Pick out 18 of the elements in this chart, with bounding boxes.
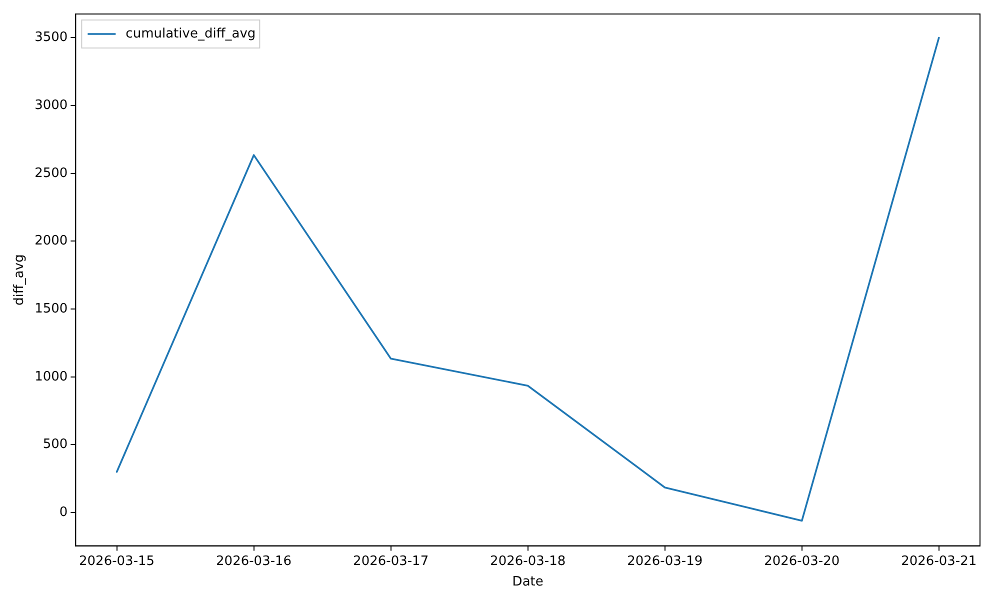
y-tick-label: 500 <box>42 437 68 452</box>
y-tick-label: 3500 <box>34 30 68 46</box>
y-tick-label: 0 <box>59 504 68 520</box>
x-tick-label: 2026-03-19 <box>627 554 703 569</box>
x-tick-label: 2026-03-17 <box>353 554 429 569</box>
y-tick-label: 2500 <box>34 166 68 181</box>
y-tick-label: 2000 <box>34 234 68 249</box>
x-tick-label: 2026-03-16 <box>216 554 292 569</box>
legend-label: cumulative_diff_avg <box>126 26 256 42</box>
x-tick-label: 2026-03-21 <box>901 554 977 569</box>
y-tick-label: 3000 <box>34 98 68 113</box>
x-tick-label: 2026-03-20 <box>764 554 840 569</box>
y-tick-label: 1500 <box>34 301 68 316</box>
x-tick-label: 2026-03-15 <box>79 554 155 569</box>
x-axis-title: Date <box>512 574 544 590</box>
y-axis-title: diff_avg <box>12 254 28 306</box>
x-tick-label: 2026-03-18 <box>490 554 566 569</box>
y-tick-label: 1000 <box>34 369 68 384</box>
